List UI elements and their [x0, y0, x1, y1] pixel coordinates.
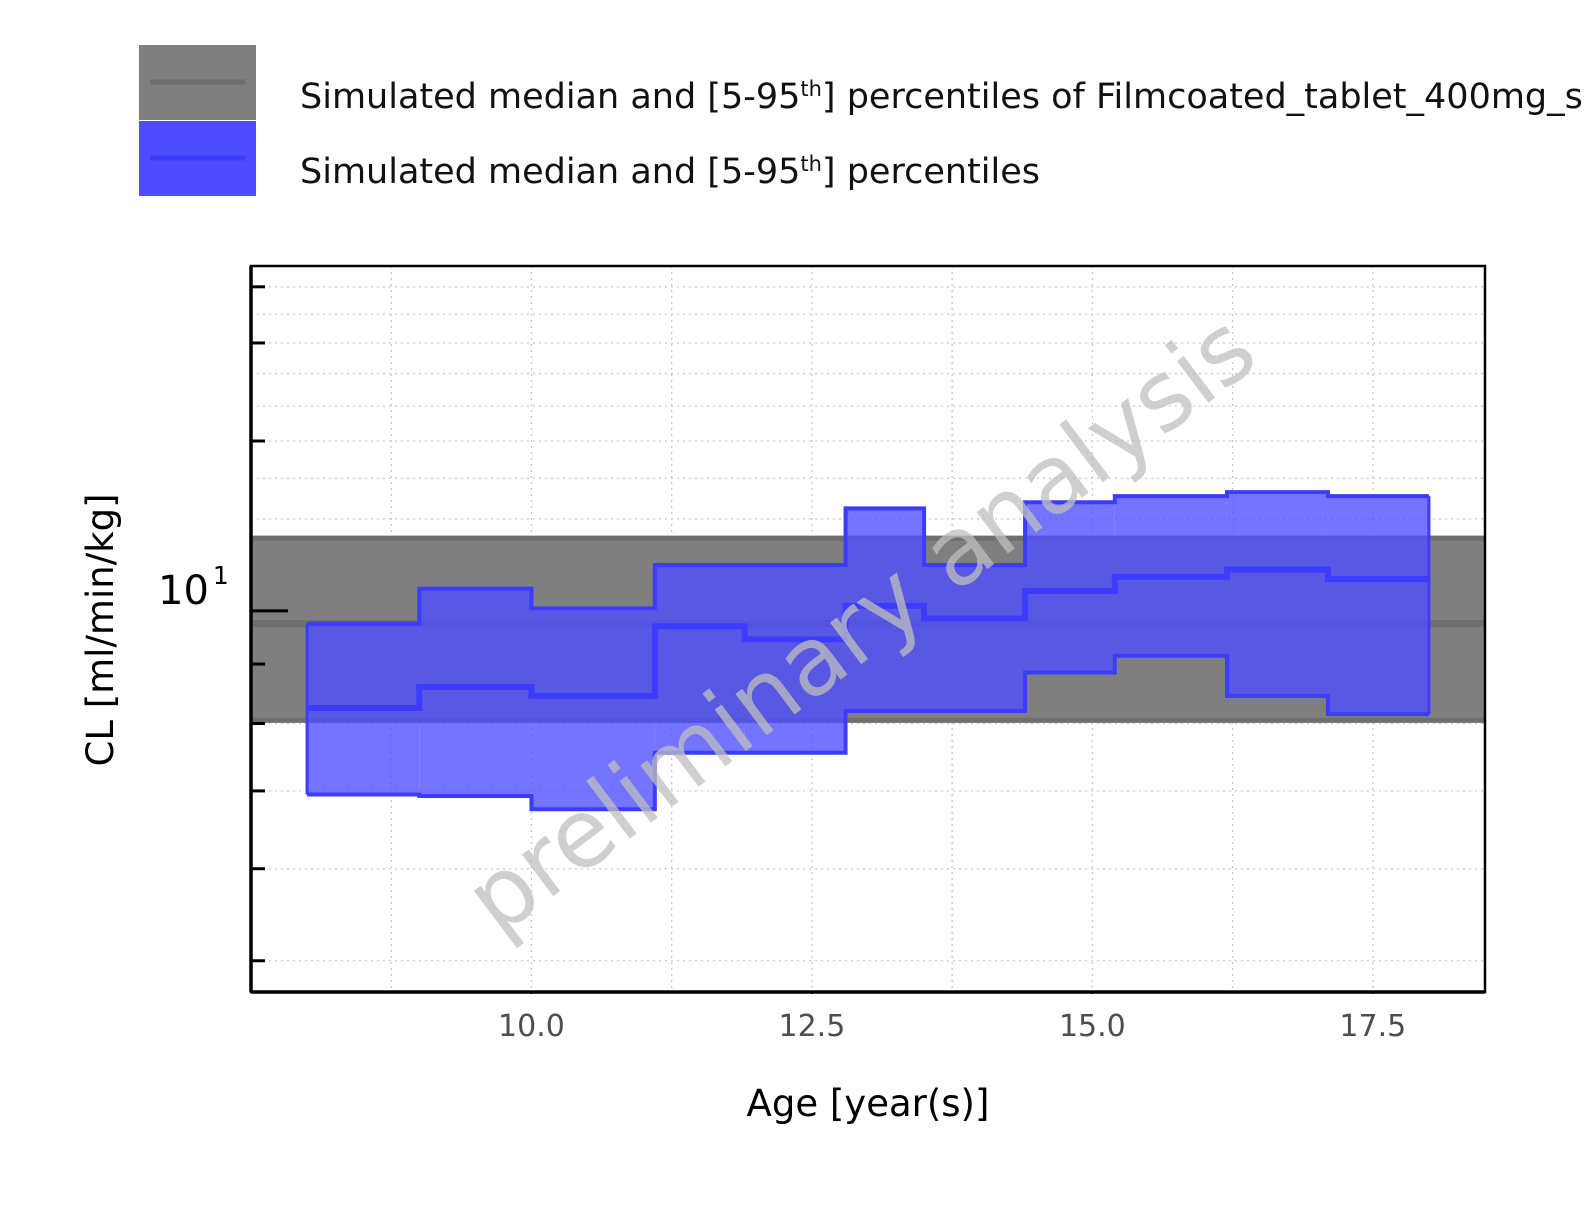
simulated-band-bin	[1327, 496, 1429, 715]
x-tick-label: 10.0	[498, 1009, 565, 1044]
legend-label-reference: Simulated median and [5-95th] percentile…	[300, 77, 1583, 117]
simulated-median-line	[307, 566, 1429, 711]
x-tick-label: 15.0	[1059, 1009, 1126, 1044]
legend: Simulated median and [5-95th] percentile…	[139, 45, 1583, 196]
legend-item-reference: Simulated median and [5-95th] percentile…	[139, 45, 1583, 120]
y-axis-label: CL [ml/min/kg]	[79, 493, 122, 766]
x-axis-label: Age [year(s)]	[747, 1082, 990, 1125]
plot-area: preliminary analysis 10.0 12.5 15.0 17.5	[249, 264, 1487, 1044]
y-tick-label: 10 1	[158, 561, 229, 614]
simulated-band-bin	[845, 508, 925, 712]
simulated-band-bin	[531, 608, 655, 810]
simulated-band-bin	[924, 565, 1026, 712]
simulated-band-layer	[305, 490, 1431, 812]
x-tick-label: 12.5	[779, 1009, 846, 1044]
simulated-p5-line	[307, 653, 1429, 812]
legend-item-simulated: Simulated median and [5-95th] percentile…	[139, 121, 1040, 196]
simulated-band-bin	[654, 565, 745, 753]
simulated-band-bin	[1226, 492, 1328, 696]
simulated-p95-line	[307, 490, 1429, 626]
simulated-band-bin	[1025, 502, 1115, 673]
x-tick-label: 17.5	[1339, 1009, 1406, 1044]
axes: 10.0 12.5 15.0 17.5	[249, 266, 1485, 1044]
legend-label-simulated: Simulated median and [5-95th] percentile…	[300, 152, 1040, 192]
simulated-band-bin	[744, 565, 846, 753]
simulated-band-bin	[419, 588, 532, 796]
